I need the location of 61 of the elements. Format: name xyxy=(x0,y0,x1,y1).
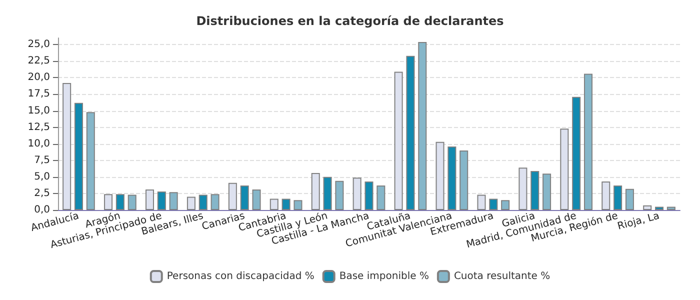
bar xyxy=(270,198,278,210)
bar xyxy=(145,189,154,210)
bar xyxy=(186,196,196,210)
bar xyxy=(666,206,676,210)
bar xyxy=(643,205,652,210)
y-tick-label: 15,0 xyxy=(28,105,50,116)
bar xyxy=(501,200,510,210)
bar xyxy=(406,56,415,210)
y-tick-label: 25,0 xyxy=(28,39,50,50)
bar xyxy=(116,194,124,210)
legend-label: Cuota resultante % xyxy=(454,271,550,282)
bar xyxy=(602,182,610,210)
bar xyxy=(128,194,136,210)
bar xyxy=(572,96,581,210)
y-tick-label: 10,0 xyxy=(28,138,50,150)
bar xyxy=(352,178,362,210)
y-tick-label: 22,5 xyxy=(28,56,50,67)
y-tick-label: 17,5 xyxy=(28,88,50,100)
y-tick-label: 5,0 xyxy=(34,171,50,182)
bar xyxy=(252,189,261,210)
bar xyxy=(311,172,320,210)
bar xyxy=(240,186,249,210)
bar xyxy=(282,198,290,210)
x-tick-label: Rioja, La xyxy=(616,210,661,232)
bar xyxy=(584,74,593,210)
bar xyxy=(530,170,540,210)
bar xyxy=(104,194,113,210)
chart-title: Distribuciones en la categoría de declarantes xyxy=(196,14,504,28)
bar xyxy=(625,188,634,210)
bar xyxy=(323,176,332,210)
bar xyxy=(436,142,444,210)
bar xyxy=(364,182,374,210)
bar xyxy=(560,128,569,210)
bar xyxy=(542,174,552,210)
bar xyxy=(655,206,664,210)
y-tick-label: 2,5 xyxy=(34,188,50,199)
bar xyxy=(614,186,622,210)
bar xyxy=(518,168,528,210)
bar xyxy=(210,194,220,210)
bar xyxy=(294,200,302,210)
bar xyxy=(228,182,237,210)
y-tick-label: 20,0 xyxy=(28,72,50,84)
bar xyxy=(335,180,344,210)
y-tick-label: 0,0 xyxy=(34,204,50,216)
bar xyxy=(394,72,403,210)
bar xyxy=(198,194,208,210)
bar xyxy=(86,112,95,210)
bar xyxy=(489,198,498,210)
bar xyxy=(62,82,72,210)
legend-label: Personas con discapacidad % xyxy=(166,271,314,282)
legend-label: Base imponible % xyxy=(339,271,429,282)
bar xyxy=(460,150,468,210)
y-tick-label: 12,5 xyxy=(28,122,50,133)
bar xyxy=(169,192,178,210)
bar xyxy=(477,194,486,210)
bar xyxy=(448,146,456,210)
bar xyxy=(418,42,427,210)
bar xyxy=(74,102,83,210)
y-tick-label: 7,5 xyxy=(34,154,50,166)
bar xyxy=(157,191,166,210)
bar xyxy=(376,186,386,210)
